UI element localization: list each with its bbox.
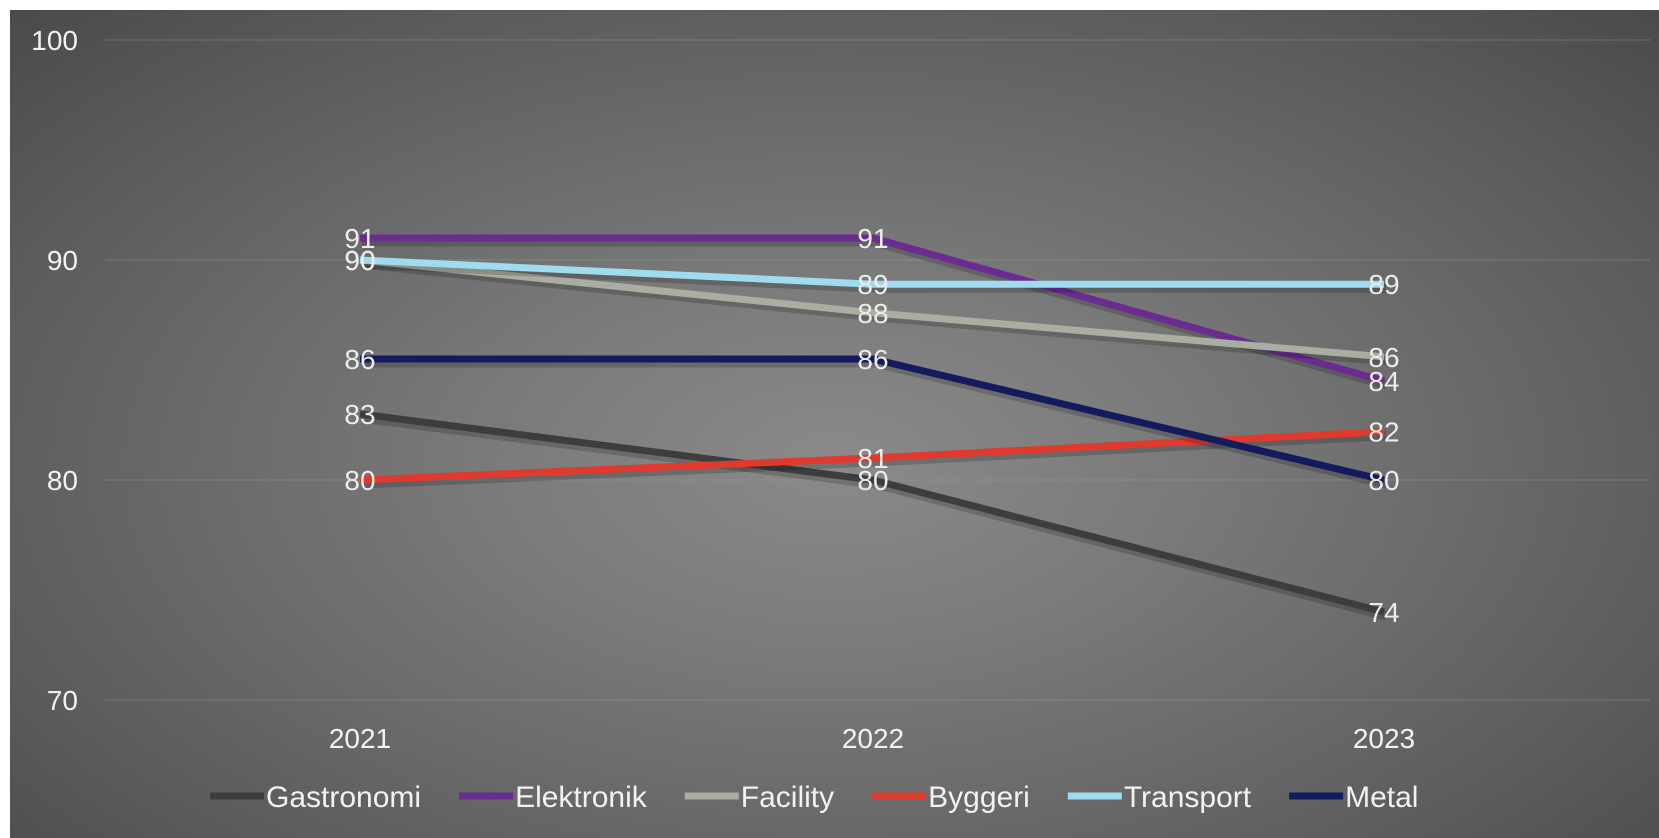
x-tick-label: 2021 bbox=[329, 723, 391, 754]
legend-label-transport: Transport bbox=[1124, 781, 1252, 814]
data-label-facility: 88 bbox=[857, 298, 888, 329]
data-label-elektronik: 91 bbox=[857, 223, 888, 254]
data-label-gastronomi: 80 bbox=[857, 465, 888, 496]
data-label-byggeri: 82 bbox=[1368, 417, 1399, 448]
legend: Gastronomi Elektronik Facility Byggeri Trans… bbox=[210, 781, 1418, 814]
series-shadow-byggeri bbox=[361, 431, 1387, 489]
data-label-transport: 89 bbox=[857, 269, 888, 300]
series-line-transport[interactable] bbox=[359, 256, 1384, 288]
data-label-metal: 86 bbox=[857, 344, 888, 375]
y-axis-labels: 70 80 90 100 bbox=[31, 25, 78, 716]
data-label-byggeri: 81 bbox=[857, 443, 888, 474]
series-line-elektronik[interactable] bbox=[360, 234, 1385, 385]
series-shadow-facility bbox=[361, 259, 1387, 366]
data-label-gastronomi: 83 bbox=[344, 399, 375, 430]
data-label-facility: 90 bbox=[344, 245, 375, 276]
legend-label-gastronomi: Gastronomi bbox=[266, 781, 421, 814]
series-line-metal[interactable] bbox=[360, 355, 1385, 484]
data-label-gastronomi: 74 bbox=[1368, 597, 1399, 628]
legend-label-metal: Metal bbox=[1345, 781, 1418, 814]
x-tick-label: 2022 bbox=[842, 723, 904, 754]
series-line-facility[interactable] bbox=[359, 256, 1385, 361]
y-tick-label: 70 bbox=[47, 685, 78, 716]
series-line-gastronomi[interactable] bbox=[359, 410, 1385, 616]
y-tick-label: 80 bbox=[47, 465, 78, 496]
x-tick-label: 2023 bbox=[1353, 723, 1415, 754]
data-label-byggeri: 80 bbox=[344, 465, 375, 496]
data-label-metal: 86 bbox=[344, 344, 375, 375]
legend-label-facility: Facility bbox=[741, 781, 834, 814]
legend-label-elektronik: Elektronik bbox=[515, 781, 648, 814]
series-shadow-transport bbox=[361, 259, 1386, 293]
legend-label-byggeri: Byggeri bbox=[928, 781, 1030, 814]
data-label-transport: 89 bbox=[1368, 269, 1399, 300]
data-label-elektronik: 91 bbox=[344, 223, 375, 254]
chart-area: 70 80 90 100 2021 2022 2023 83 80 74 91 91 84 90 88 8… bbox=[10, 10, 1659, 838]
y-tick-label: 100 bbox=[31, 25, 78, 56]
y-tick-label: 90 bbox=[47, 245, 78, 276]
data-label-metal: 80 bbox=[1368, 465, 1399, 496]
data-label-facility: 86 bbox=[1368, 342, 1399, 373]
data-label-transport: 90 bbox=[344, 245, 375, 276]
data-label-elektronik: 84 bbox=[1368, 366, 1399, 397]
series-lines bbox=[359, 234, 1388, 621]
x-axis-labels: 2021 2022 2023 bbox=[329, 723, 1415, 754]
